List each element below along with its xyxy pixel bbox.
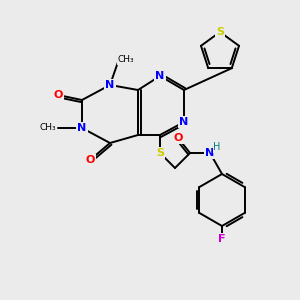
Text: CH₃: CH₃	[40, 124, 56, 133]
Text: S: S	[156, 148, 164, 158]
Text: N: N	[105, 80, 115, 90]
Text: N: N	[77, 123, 87, 133]
Text: O: O	[53, 90, 63, 100]
Text: N: N	[179, 117, 189, 127]
Text: CH₃: CH₃	[118, 56, 134, 64]
Text: H: H	[213, 142, 221, 152]
Text: S: S	[216, 27, 224, 37]
Text: N: N	[206, 148, 214, 158]
Text: O: O	[85, 155, 95, 165]
Text: O: O	[173, 133, 183, 143]
Text: N: N	[155, 71, 165, 81]
Text: F: F	[218, 234, 226, 244]
